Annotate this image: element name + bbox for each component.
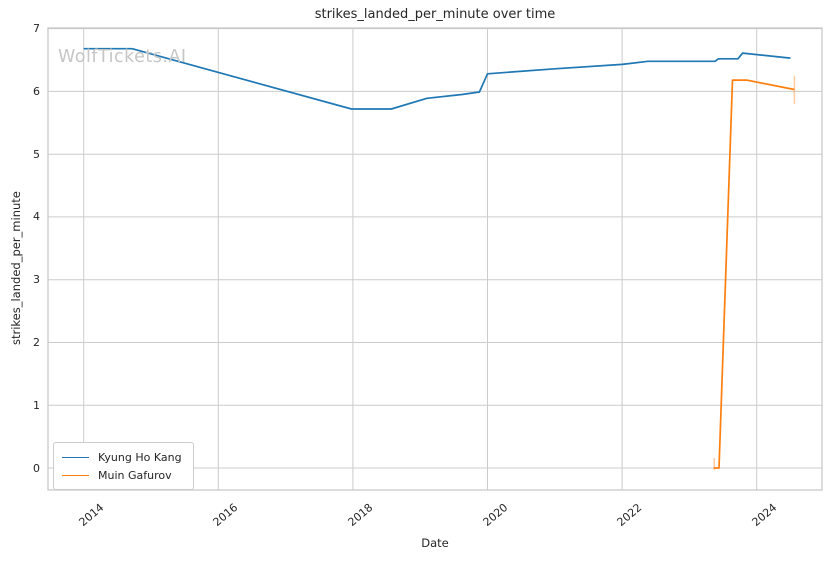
series-line <box>713 79 795 469</box>
y-axis-label: strikes_landed_per_minute <box>9 191 23 345</box>
legend-item-muin-gafurov: Muin Gafurov <box>62 466 182 484</box>
legend-line-swatch <box>62 456 89 458</box>
y-tick-label: 1 <box>33 398 40 412</box>
y-tick-label: 5 <box>33 147 40 161</box>
legend-label: Kyung Ho Kang <box>98 450 182 464</box>
watermark: WolfTickets.AI <box>58 47 187 67</box>
legend-label: Muin Gafurov <box>98 468 172 482</box>
plot-border <box>47 27 823 491</box>
y-tick-label: 2 <box>33 335 40 349</box>
x-axis-label: Date <box>421 536 449 550</box>
legend-line-swatch <box>62 474 89 476</box>
y-tick-label: 4 <box>33 210 40 224</box>
y-tick-label: 3 <box>33 273 40 287</box>
chart-title: strikes_landed_per_minute over time <box>314 7 556 22</box>
y-tick-label: 0 <box>33 461 40 475</box>
legend: Kyung Ho Kang Muin Gafurov <box>53 442 194 490</box>
y-tick-label: 6 <box>33 84 40 98</box>
legend-item-kyung-ho-kang: Kyung Ho Kang <box>62 448 182 466</box>
series-line <box>83 47 791 110</box>
y-tick-label: 7 <box>33 22 40 36</box>
